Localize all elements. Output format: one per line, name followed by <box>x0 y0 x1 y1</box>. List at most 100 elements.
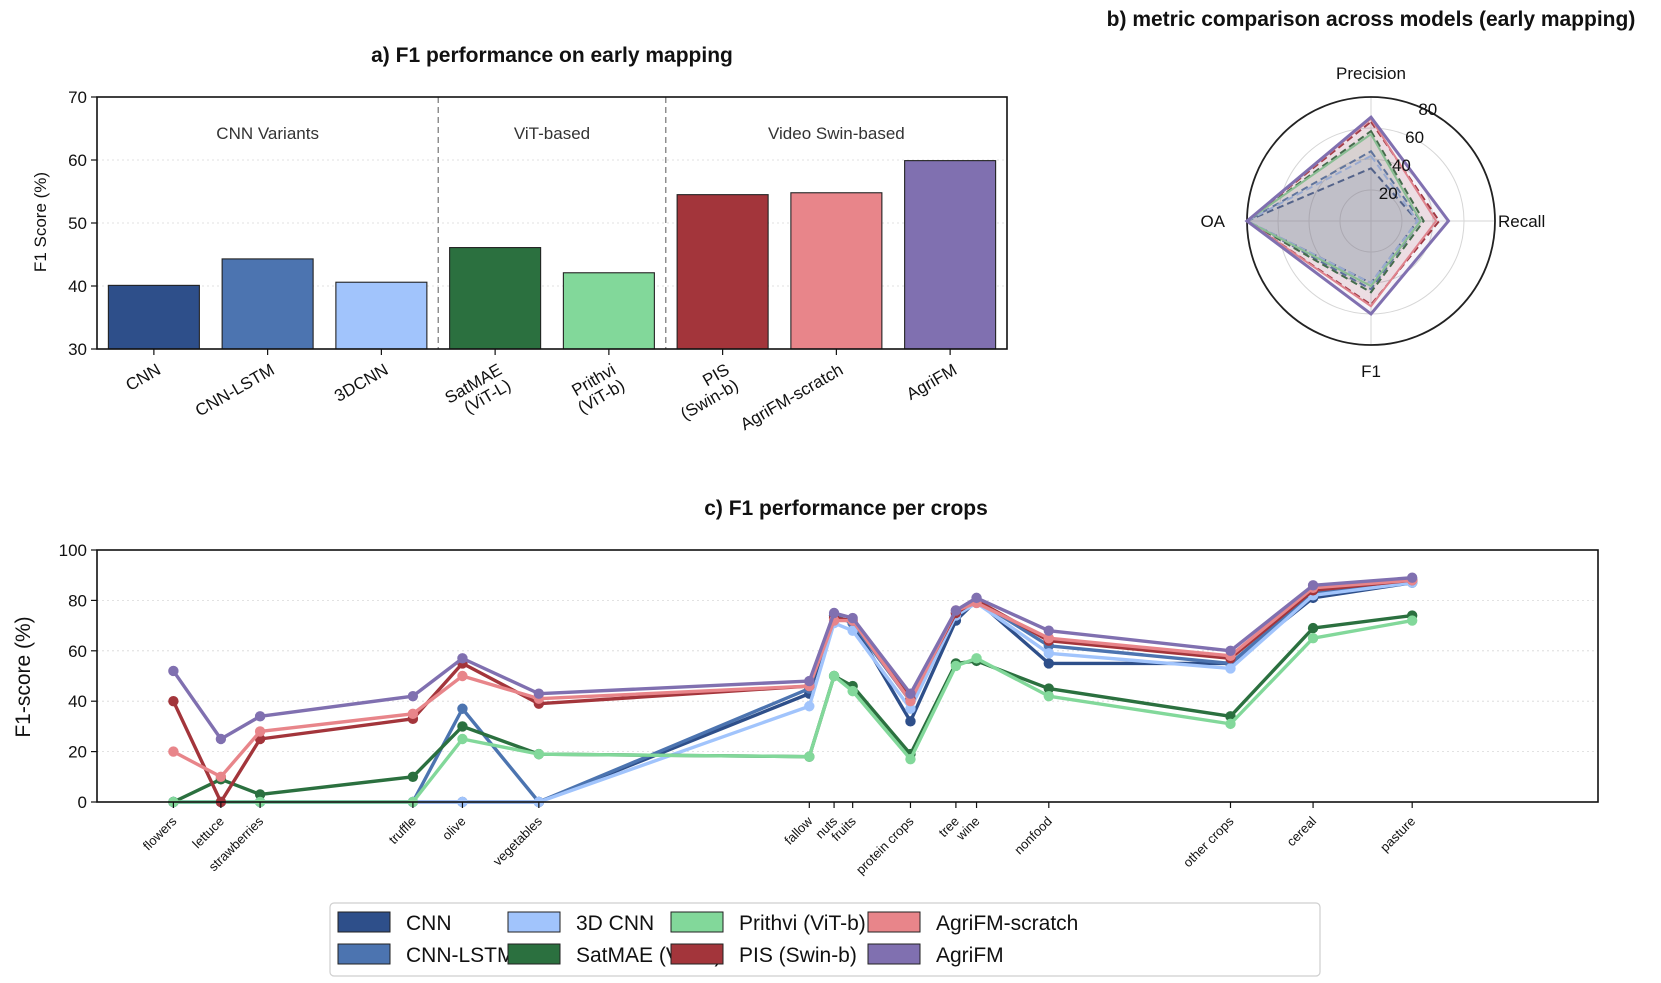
point-agrifm-fruits <box>847 612 858 624</box>
point-agrifm-vegetables <box>533 688 545 699</box>
radar-axis-label-f1: F1 <box>1361 362 1381 381</box>
panel-c-title: c) F1 performance per crops <box>704 497 988 520</box>
point-agrifm-pasture <box>1406 572 1418 583</box>
point-prithvi-vit-b-cereal <box>1307 633 1319 644</box>
point-agrifm-scratch-olive <box>457 670 468 682</box>
point-prithvi-vit-b-fallow <box>804 751 815 762</box>
point-3d-cnn-fruits <box>847 625 858 636</box>
radar-axis-label-oa: OA <box>1200 212 1225 231</box>
point-pis-swin-b-flowers <box>168 696 179 707</box>
radar-rtick-label: 60 <box>1405 128 1424 147</box>
legend-item-agrifm-scratch: AgriFM-scratch <box>867 911 1078 935</box>
point-prithvi-vit-b-nonfood <box>1043 690 1055 702</box>
point-agrifm-scratch-protein-crops <box>905 696 916 707</box>
radar-series-3d-cnn <box>1244 154 1419 285</box>
legend-swatch <box>507 943 561 965</box>
point-satmae-vit-l-nonfood <box>1043 683 1055 694</box>
group-label-video-swin-based: Video Swin-based <box>768 124 905 143</box>
point-agrifm-olive <box>457 653 468 664</box>
legend-item-3d-cnn: 3D CNN <box>507 911 654 935</box>
legend-label: CNN <box>406 912 452 935</box>
panel-a-ylabel: F1 Score (%) <box>31 172 50 272</box>
radar-series-prithvi-vit-b <box>1245 132 1422 288</box>
point-prithvi-vit-b-other-crops <box>1225 718 1236 730</box>
panel-c-ytick-label: 60 <box>68 642 87 661</box>
panel-a-ytick-label: 50 <box>68 214 87 233</box>
line-agrifm <box>171 576 1413 741</box>
point-3d-cnn-other-crops <box>1225 663 1236 674</box>
radar-rtick-label: 80 <box>1418 100 1437 119</box>
legend-swatch <box>507 911 561 933</box>
point-3d-cnn-fallow <box>804 701 815 712</box>
bar-prithvi-vit-b <box>562 272 655 350</box>
legend-label: 3D CNN <box>576 912 654 935</box>
panel-b-radar-chart: b) metric comparison across models (earl… <box>1107 8 1636 381</box>
legend-label: AgriFM-scratch <box>936 912 1078 935</box>
legend-swatch <box>337 943 391 965</box>
radar-rtick-label: 40 <box>1392 156 1411 175</box>
bar-agrifm-scratch <box>790 192 883 350</box>
point-agrifm-scratch-strawberries <box>254 726 266 737</box>
point-prithvi-vit-b-nuts <box>828 670 840 682</box>
panel-a-title: a) F1 performance on early mapping <box>371 44 733 67</box>
bar-3dcnn <box>335 281 428 350</box>
legend-item-prithvi-vit-b: Prithvi (ViT-b) <box>670 911 866 935</box>
bar-cnn <box>107 284 200 350</box>
point-prithvi-vit-b-tree <box>950 660 962 672</box>
point-satmae-vit-l-cereal <box>1307 622 1319 634</box>
radar-axis-label-recall: Recall <box>1498 212 1545 231</box>
point-agrifm-strawberries <box>254 711 266 722</box>
point-agrifm-tree <box>950 605 962 616</box>
point-agrifm-truffle <box>407 690 419 702</box>
point-prithvi-vit-b-vegetables <box>533 748 545 760</box>
panel-c-ytick-label: 100 <box>59 541 87 560</box>
panel-a-ytick-label: 70 <box>68 88 87 107</box>
panel-b-title: b) metric comparison across models (earl… <box>1107 8 1636 31</box>
point-prithvi-vit-b-olive <box>457 733 468 745</box>
panel-a-ytick-label: 60 <box>68 151 87 170</box>
legend-label: PIS (Swin-b) <box>739 944 857 967</box>
legend-item-pis-swin-b: PIS (Swin-b) <box>670 943 857 967</box>
point-agrifm-lettuce <box>215 733 227 745</box>
bar-agrifm <box>904 160 997 350</box>
bar-pis-swin-b <box>676 194 769 350</box>
point-agrifm-flowers <box>168 665 179 677</box>
legend-item-agrifm: AgriFM <box>867 943 1004 967</box>
point-agrifm-other-crops <box>1225 645 1236 656</box>
point-agrifm-nuts <box>828 607 840 619</box>
radar-rtick-label: 20 <box>1379 184 1398 203</box>
point-prithvi-vit-b-protein-crops <box>905 753 916 765</box>
panel-c-ylabel: F1-score (%) <box>12 616 35 737</box>
point-satmae-vit-l-olive <box>457 721 468 732</box>
point-agrifm-cereal <box>1307 580 1319 591</box>
legend-box <box>329 902 1321 977</box>
line-series-agrifm <box>168 572 1418 745</box>
point-prithvi-vit-b-wine <box>971 653 982 664</box>
bar-cnn-lstm <box>221 258 314 350</box>
legend-swatch <box>670 943 724 965</box>
radar-series-agrifm <box>1244 114 1451 317</box>
panel-c-ytick-label: 20 <box>68 743 87 762</box>
point-satmae-vit-l-truffle <box>407 771 419 782</box>
point-agrifm-fallow <box>804 675 815 687</box>
point-3d-cnn-protein-crops <box>905 703 916 714</box>
legend-swatch <box>867 911 921 933</box>
point-agrifm-scratch-flowers <box>168 746 179 757</box>
panel-c-ytick-label: 40 <box>68 692 87 711</box>
point-satmae-vit-l-strawberries <box>254 789 266 800</box>
legend-swatch <box>670 911 724 933</box>
legend-item-cnn: CNN <box>337 911 452 935</box>
point-agrifm-nonfood <box>1043 625 1055 636</box>
legend-label: Prithvi (ViT-b) <box>739 912 866 935</box>
line-agrifm-scratch <box>172 578 1413 779</box>
panel-c-ytick-label: 0 <box>78 793 87 812</box>
point-cnn-protein-crops <box>905 716 916 727</box>
group-label-cnn-variants: CNN Variants <box>216 124 319 143</box>
panel-a-ytick-label: 40 <box>68 277 87 296</box>
panel-c-ytick-label: 80 <box>68 591 87 610</box>
point-agrifm-scratch-truffle <box>407 708 419 719</box>
point-prithvi-vit-b-fruits <box>847 685 858 697</box>
radar-axis-label-precision: Precision <box>1336 64 1406 83</box>
point-agrifm-wine <box>971 592 982 604</box>
